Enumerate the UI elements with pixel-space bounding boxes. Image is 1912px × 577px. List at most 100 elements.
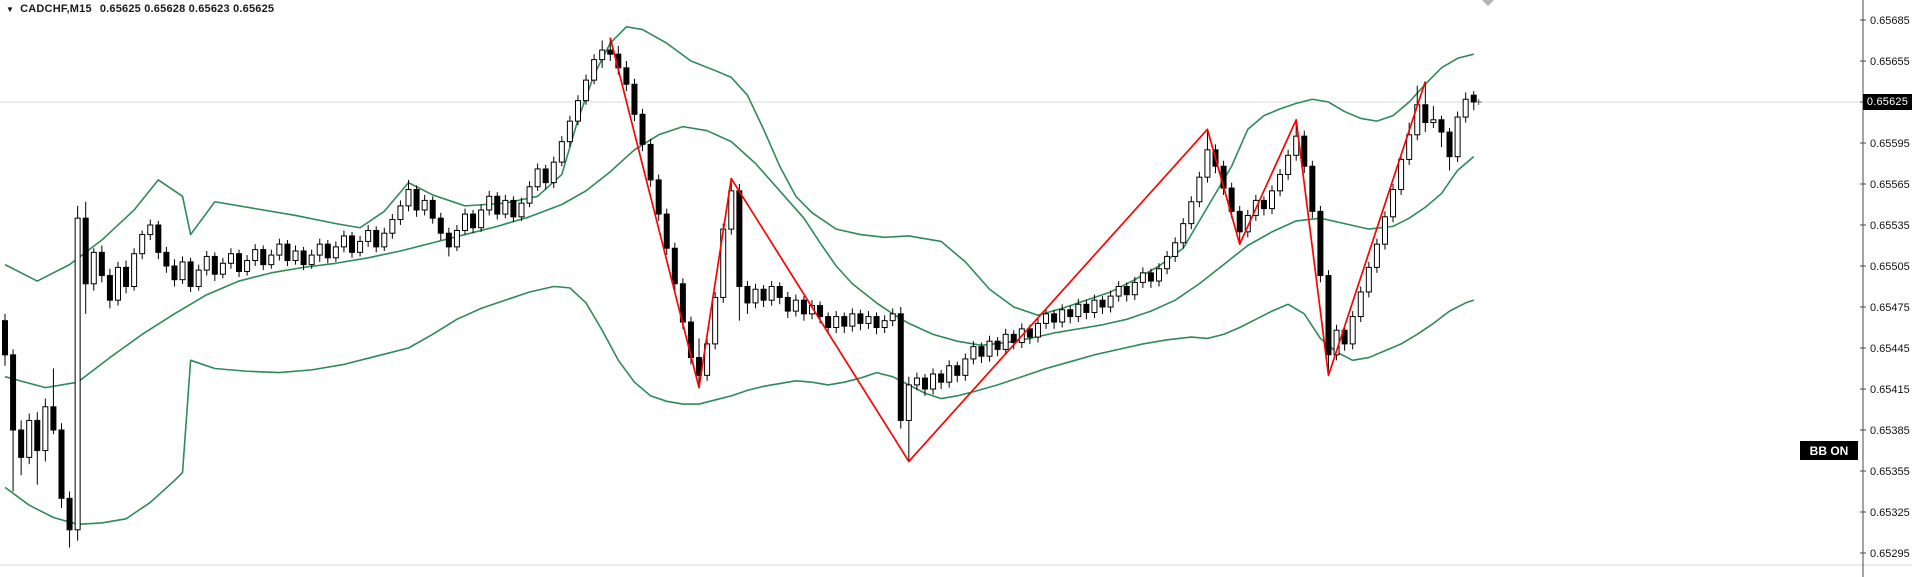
candle-body xyxy=(340,235,347,248)
candle-body xyxy=(1357,291,1364,318)
candle-body xyxy=(179,261,186,281)
candle-body xyxy=(155,224,162,253)
candle-body xyxy=(74,217,81,531)
candle-body xyxy=(1422,104,1429,124)
candle-body xyxy=(1196,176,1203,203)
candle-body xyxy=(938,373,945,383)
candle-body xyxy=(631,83,638,115)
candle-body xyxy=(58,429,65,499)
zigzag-line xyxy=(609,37,1427,463)
candle-body xyxy=(986,340,993,357)
candle-body xyxy=(647,143,654,181)
axis-price-label: 0.65325 xyxy=(1870,507,1910,519)
candle-body xyxy=(760,288,767,301)
candle-body xyxy=(1164,255,1171,270)
candle-body xyxy=(841,316,848,327)
candle-body xyxy=(1107,295,1114,308)
candle-body xyxy=(873,316,880,329)
candle-body xyxy=(1390,188,1397,218)
candle-body xyxy=(792,299,799,312)
candle-body xyxy=(800,299,807,315)
symbol-header: ▼ CADCHF,M15 0.65625 0.65628 0.65623 0.6… xyxy=(6,2,274,16)
candle-body xyxy=(663,213,670,249)
candle-body xyxy=(494,195,501,215)
candle-body xyxy=(655,179,662,215)
candle-body xyxy=(486,195,493,211)
candle-body xyxy=(1010,333,1017,344)
chart-shift-marker-icon[interactable] xyxy=(1482,0,1494,6)
candle-body xyxy=(1285,154,1292,175)
bollinger-lower-band xyxy=(4,285,1474,526)
bollinger-upper-band xyxy=(4,26,1474,317)
candle-body xyxy=(131,253,138,288)
candle-body xyxy=(639,113,646,145)
candle-body xyxy=(566,120,573,143)
candle-body xyxy=(1365,266,1372,293)
candle-body xyxy=(1172,242,1179,257)
candle-body xyxy=(518,202,525,218)
candle-body xyxy=(470,213,477,229)
candle-body xyxy=(308,254,315,266)
candle-body xyxy=(510,199,517,218)
candle-body xyxy=(42,406,49,452)
candle-body xyxy=(163,251,170,267)
candle-body xyxy=(1059,309,1066,323)
candle-body xyxy=(421,199,428,211)
candle-body xyxy=(171,265,178,281)
candle-body xyxy=(881,320,888,329)
candle-body xyxy=(736,190,743,288)
candle-body xyxy=(1381,216,1388,245)
current-price-label: 0.65625 xyxy=(1863,94,1912,110)
candle-body xyxy=(461,213,468,231)
axis-price-label: 0.65385 xyxy=(1870,425,1910,437)
candle-body xyxy=(946,365,953,383)
candle-body xyxy=(1454,116,1461,158)
candle-body xyxy=(930,373,937,390)
candle-body xyxy=(1325,275,1332,356)
candle-body xyxy=(1406,134,1413,160)
candle-body xyxy=(1430,119,1437,124)
candle-body xyxy=(1260,199,1267,210)
candle-body xyxy=(373,229,380,248)
candle-body xyxy=(66,497,73,531)
candle-body xyxy=(574,100,581,122)
candle-body xyxy=(349,235,356,253)
candle-body xyxy=(1317,210,1324,277)
candle-body xyxy=(1147,272,1154,282)
axis-price-label: 0.65475 xyxy=(1870,302,1910,314)
candle-body xyxy=(227,253,234,264)
candle-body xyxy=(413,188,420,211)
last-price-marker xyxy=(1475,99,1482,106)
candle-body xyxy=(784,296,791,312)
candle-body xyxy=(357,240,364,253)
candle-body xyxy=(833,316,840,329)
axis-price-label: 0.65595 xyxy=(1870,138,1910,150)
candle-body xyxy=(913,377,920,386)
chevron-down-icon[interactable]: ▼ xyxy=(6,4,15,14)
candle-body xyxy=(1002,333,1009,350)
candle-body xyxy=(550,161,557,184)
candle-body xyxy=(1470,94,1477,103)
candle-body xyxy=(284,243,291,262)
candle-body xyxy=(768,286,775,301)
candle-body xyxy=(954,365,961,376)
bb-toggle-button[interactable]: BB ON xyxy=(1800,441,1858,460)
candle-body xyxy=(211,255,218,275)
candle-body xyxy=(1236,210,1243,233)
candle-body xyxy=(1083,303,1090,313)
axis-price-label: 0.65535 xyxy=(1870,220,1910,232)
candle-body xyxy=(195,269,202,288)
candle-body xyxy=(817,305,824,318)
candle-body xyxy=(268,254,275,266)
candle-body xyxy=(219,262,226,275)
candle-body xyxy=(607,49,614,55)
candle-body xyxy=(1446,131,1453,158)
candle-body xyxy=(502,199,509,215)
symbol-timeframe-label: CADCHF,M15 xyxy=(20,3,92,15)
candle-body xyxy=(865,316,872,324)
candle-body xyxy=(1309,165,1316,212)
candle-body xyxy=(1156,268,1163,282)
candle-body xyxy=(429,199,436,219)
candle-body xyxy=(453,229,460,248)
